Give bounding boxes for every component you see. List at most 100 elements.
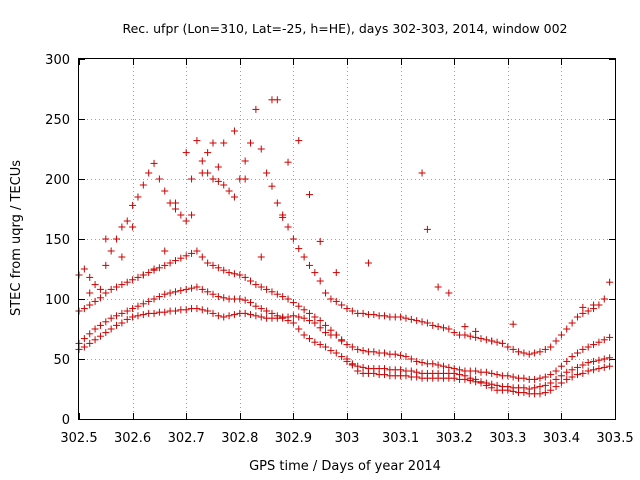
- data-point: [220, 313, 228, 321]
- data-point: [305, 335, 313, 343]
- data-point: [284, 317, 292, 325]
- data-point: [472, 367, 480, 375]
- data-point: [590, 341, 598, 349]
- data-point: [145, 297, 153, 305]
- data-point: [86, 289, 94, 297]
- data-point: [166, 289, 174, 297]
- data-point: [139, 271, 147, 279]
- data-point: [171, 257, 179, 265]
- data-point: [305, 191, 313, 199]
- data-point: [557, 372, 565, 380]
- data-point: [86, 301, 94, 309]
- data-point: [107, 247, 115, 255]
- data-point: [381, 365, 389, 373]
- data-point: [531, 384, 539, 392]
- data-point: [279, 293, 287, 301]
- data-point: [91, 281, 99, 289]
- data-point: [150, 309, 158, 317]
- data-point: [557, 379, 565, 387]
- data-point: [102, 261, 110, 269]
- data-point: [155, 175, 163, 183]
- data-point: [252, 105, 260, 113]
- data-point: [182, 285, 190, 293]
- x-tick-label: 302.8: [221, 431, 258, 446]
- data-point: [327, 347, 335, 355]
- data-point: [472, 327, 480, 335]
- data-point: [230, 311, 238, 319]
- data-point: [418, 359, 426, 367]
- data-point: [284, 223, 292, 231]
- data-point: [364, 259, 372, 267]
- y-tick-label: 100: [45, 293, 70, 308]
- data-point: [107, 314, 115, 322]
- data-point: [161, 247, 169, 255]
- data-point: [134, 273, 142, 281]
- data-point: [171, 205, 179, 213]
- data-point: [547, 379, 555, 387]
- x-tick-label: 303.3: [489, 431, 526, 446]
- data-point: [568, 373, 576, 381]
- data-point: [579, 369, 587, 377]
- data-point: [182, 217, 190, 225]
- data-point: [563, 357, 571, 365]
- data-point: [150, 295, 158, 303]
- data-point: [107, 285, 115, 293]
- data-point: [343, 305, 351, 313]
- data-point: [171, 199, 179, 207]
- data-point: [91, 297, 99, 305]
- data-point: [573, 313, 581, 321]
- data-point: [552, 367, 560, 375]
- data-point: [198, 306, 206, 314]
- data-point: [220, 266, 228, 274]
- data-point: [359, 347, 367, 355]
- data-point: [86, 339, 94, 347]
- data-point: [563, 325, 571, 333]
- data-point: [188, 211, 196, 219]
- plot-frame: [78, 58, 616, 420]
- data-point: [407, 367, 415, 375]
- data-point: [198, 169, 206, 177]
- data-point: [150, 265, 158, 273]
- data-point: [289, 319, 297, 327]
- data-point: [171, 288, 179, 296]
- x-tick-label: 303: [335, 431, 360, 446]
- data-point: [209, 261, 217, 269]
- data-point: [311, 319, 319, 327]
- data-point: [434, 283, 442, 291]
- data-point: [177, 287, 185, 295]
- data-point: [188, 284, 196, 292]
- data-point: [413, 368, 421, 376]
- data-point: [289, 235, 297, 243]
- data-point: [563, 368, 571, 376]
- data-point: [198, 285, 206, 293]
- data-point: [407, 315, 415, 323]
- data-point: [96, 285, 104, 293]
- data-point: [515, 348, 523, 356]
- data-point: [573, 371, 581, 379]
- data-point: [86, 273, 94, 281]
- data-point: [230, 193, 238, 201]
- data-point: [252, 302, 260, 310]
- data-point: [241, 157, 249, 165]
- data-point: [257, 145, 265, 153]
- data-point: [102, 235, 110, 243]
- data-point: [80, 265, 88, 273]
- data-point: [295, 313, 303, 321]
- data-point: [113, 283, 121, 291]
- data-point: [241, 309, 249, 317]
- data-point: [214, 264, 222, 272]
- data-point: [584, 307, 592, 315]
- data-point: [300, 331, 308, 339]
- data-point: [129, 313, 137, 321]
- data-point: [316, 237, 324, 245]
- data-point: [332, 269, 340, 277]
- data-point: [171, 307, 179, 315]
- data-point: [220, 294, 228, 302]
- data-point: [407, 355, 415, 363]
- data-point: [439, 324, 447, 332]
- data-point: [322, 329, 330, 337]
- data-point: [96, 332, 104, 340]
- data-point: [568, 319, 576, 327]
- data-point: [204, 259, 212, 267]
- data-point: [284, 295, 292, 303]
